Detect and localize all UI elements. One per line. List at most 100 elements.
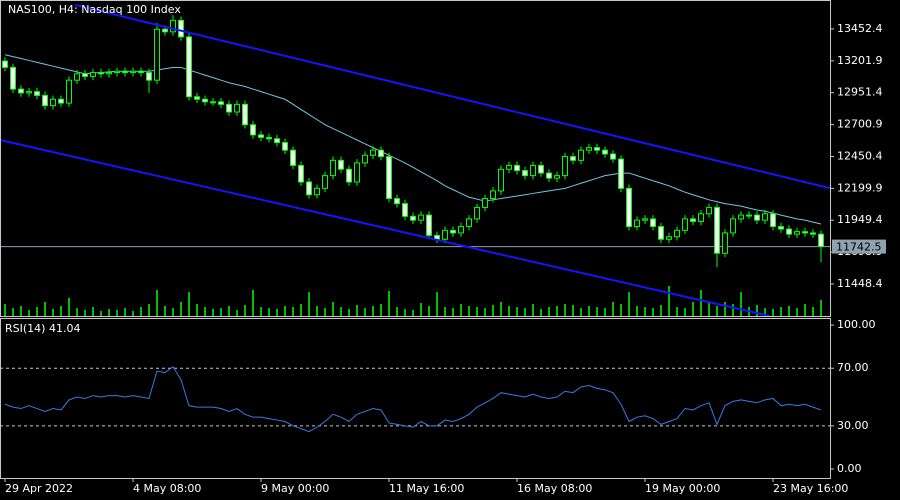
candle-body [210,101,216,104]
trend-line [74,3,830,190]
candle-body [266,136,272,140]
candle-body [346,168,352,183]
rsi-title: RSI(14) 41.04 [5,322,80,335]
candle-body [394,198,400,205]
candle-body [634,219,640,228]
candle-body [114,70,120,74]
candle-body [594,147,600,151]
candle-body [738,214,744,220]
candle-body [330,159,336,177]
candle-body [498,168,504,192]
candle-body [730,218,736,234]
candle-body [466,218,472,228]
candle-body [802,231,808,234]
candle-body [194,96,200,100]
main-frame [0,0,831,317]
candle-body [42,94,48,107]
candle-body [658,226,664,240]
candle-body [258,134,264,138]
y-tick-label: 100.00 [837,318,876,331]
candle-body [402,203,408,217]
candle-body [130,70,136,74]
trend-line [0,139,771,316]
candle-body [810,232,816,235]
candle-body [10,66,16,90]
candle-body [722,232,728,254]
candle-body [626,187,632,228]
candle-body [522,170,528,177]
candle-body [274,138,280,144]
candle-body [410,215,416,221]
candle-body [298,164,304,183]
candle-body [362,154,368,164]
x-tick-label: 29 Apr 2022 [5,482,73,495]
candle-body [146,72,152,81]
candle-body [82,73,88,77]
candle-body [314,187,320,196]
candle-body [450,229,456,234]
candle-body [154,28,160,81]
candle-body [602,149,608,155]
candle-body [250,124,256,136]
x-tick-label: 9 May 00:00 [261,482,329,495]
candle-body [642,218,648,221]
candle-body [18,88,24,94]
candle-body [650,218,656,228]
y-tick-label: 30.00 [837,419,869,432]
candle-body [370,149,376,156]
candle-body [778,226,784,230]
candle-body [538,164,544,174]
candle-body [162,28,168,33]
candle-body [786,228,792,235]
main-panel [0,3,830,316]
candle-body [290,149,296,166]
candle-body [338,159,344,170]
candle-body [570,156,576,161]
y-tick-label: 11949.4 [837,213,883,226]
y-tick-label: 12951.4 [837,86,883,99]
candle-body [474,206,480,220]
candle-body [50,98,56,107]
candle-body [170,19,176,33]
x-tick-label: 4 May 08:00 [133,482,201,495]
candle-body [306,181,312,196]
candle-body [610,153,616,160]
candle-body [490,190,496,200]
price-label-box [832,239,886,254]
candle-body [794,231,800,235]
rsi-panel [0,366,830,433]
candle-body [754,214,760,221]
candle-body [562,156,568,177]
candle-body [682,218,688,231]
candle-body [354,162,360,183]
candle-body [242,103,248,126]
candle-body [762,213,768,221]
y-tick-label: 13201.9 [837,54,883,67]
y-tick-label: 12700.9 [837,118,883,131]
candle-body [578,149,584,161]
y-tick-label: 11448.4 [837,277,883,290]
candle-body [218,101,224,105]
candle-body [458,226,464,234]
candle-body [322,175,328,189]
y-tick-label: 12450.4 [837,149,883,162]
candle-body [426,214,432,236]
candle-body [514,164,520,172]
candle-body [418,214,424,221]
candle-body [546,172,552,179]
candle-body [282,142,288,151]
candle-body [226,103,232,113]
candle-body [818,233,824,248]
x-tick-label: 11 May 16:00 [389,482,464,495]
candle-body [74,73,80,81]
y-tick-label: 70.00 [837,361,869,374]
candle-body [674,229,680,238]
candle-body [618,158,624,189]
candle-body [2,60,8,68]
x-tick-label: 23 May 16:00 [773,482,848,495]
candle-body [506,164,512,170]
candle-body [98,72,104,75]
candle-body [690,218,696,222]
